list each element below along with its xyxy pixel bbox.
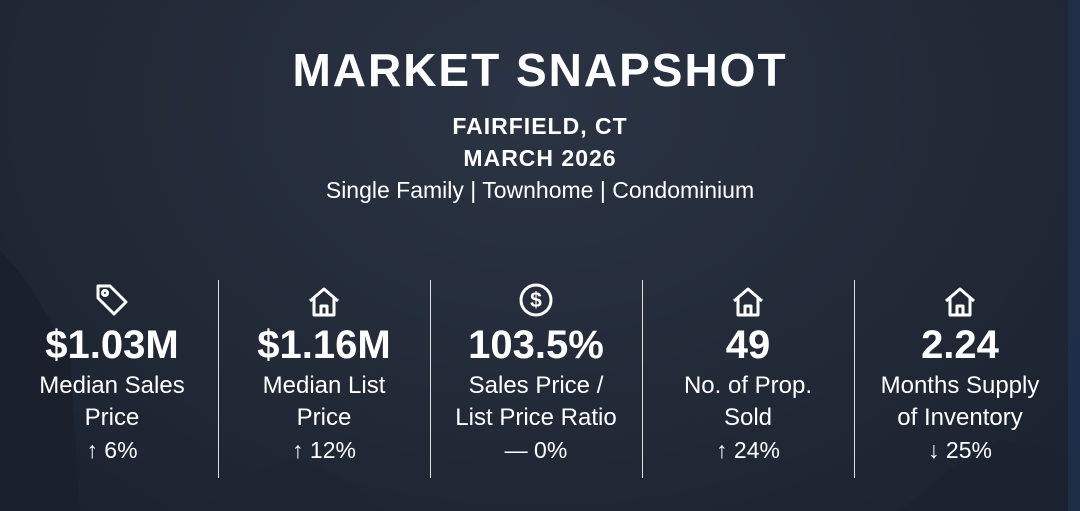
property-types: Single Family | Townhome | Condominium (325, 177, 755, 203)
house-icon (218, 278, 430, 318)
stat-label-line2: Price (84, 404, 140, 431)
stat-median-sales-price: $1.03M Median Sales Price ↑ 6% (6, 278, 218, 478)
stat-change: ↑ 24% (716, 437, 780, 463)
stat-label-line2: Price (296, 404, 352, 431)
stat-label-line1: No. of Prop. (683, 372, 813, 399)
stat-label-line1: Months Supply (880, 372, 1040, 399)
stat-change: — 0% (504, 437, 568, 463)
stat-median-list-price: $1.16M Median List Price ↑ 12% (218, 278, 430, 478)
stat-value: 2.24 (921, 323, 999, 367)
stat-value: $1.03M (45, 323, 179, 367)
header: MARKET SNAPSHOT FAIRFIELD, CT MARCH 2026… (0, 40, 1080, 206)
stat-value: 49 (725, 323, 771, 367)
stat-label-line1: Median Sales (39, 372, 185, 399)
stat-label-line2: List Price Ratio (455, 404, 617, 431)
stat-label-line2: Sold (723, 404, 773, 431)
price-tag-icon (6, 278, 218, 318)
location: FAIRFIELD, CT (452, 113, 628, 139)
house-icon (854, 278, 1066, 318)
stat-label-line1: Median List (262, 372, 386, 399)
stat-value: $1.16M (257, 323, 391, 367)
page-title: MARKET SNAPSHOT (292, 44, 788, 96)
stat-value: 103.5% (468, 323, 604, 367)
svg-text:$: $ (530, 289, 542, 312)
stat-change: ↑ 12% (292, 437, 356, 463)
house-icon (642, 278, 854, 318)
stat-change: ↑ 6% (86, 437, 138, 463)
report-date: MARCH 2026 (463, 145, 617, 171)
stat-properties-sold: 49 No. of Prop. Sold ↑ 24% (642, 278, 854, 478)
stat-label-line1: Sales Price / (468, 372, 604, 399)
dollar-circle-icon: $ (430, 278, 642, 318)
stat-label-line2: of Inventory (897, 404, 1023, 431)
stat-sales-list-ratio: $ 103.5% Sales Price / List Price Ratio … (430, 278, 642, 478)
stat-change: ↓ 25% (928, 437, 992, 463)
stat-months-supply: 2.24 Months Supply of Inventory ↓ 25% (854, 278, 1066, 478)
stats-row: $1.03M Median Sales Price ↑ 6% $1.16M Me… (6, 278, 1066, 478)
